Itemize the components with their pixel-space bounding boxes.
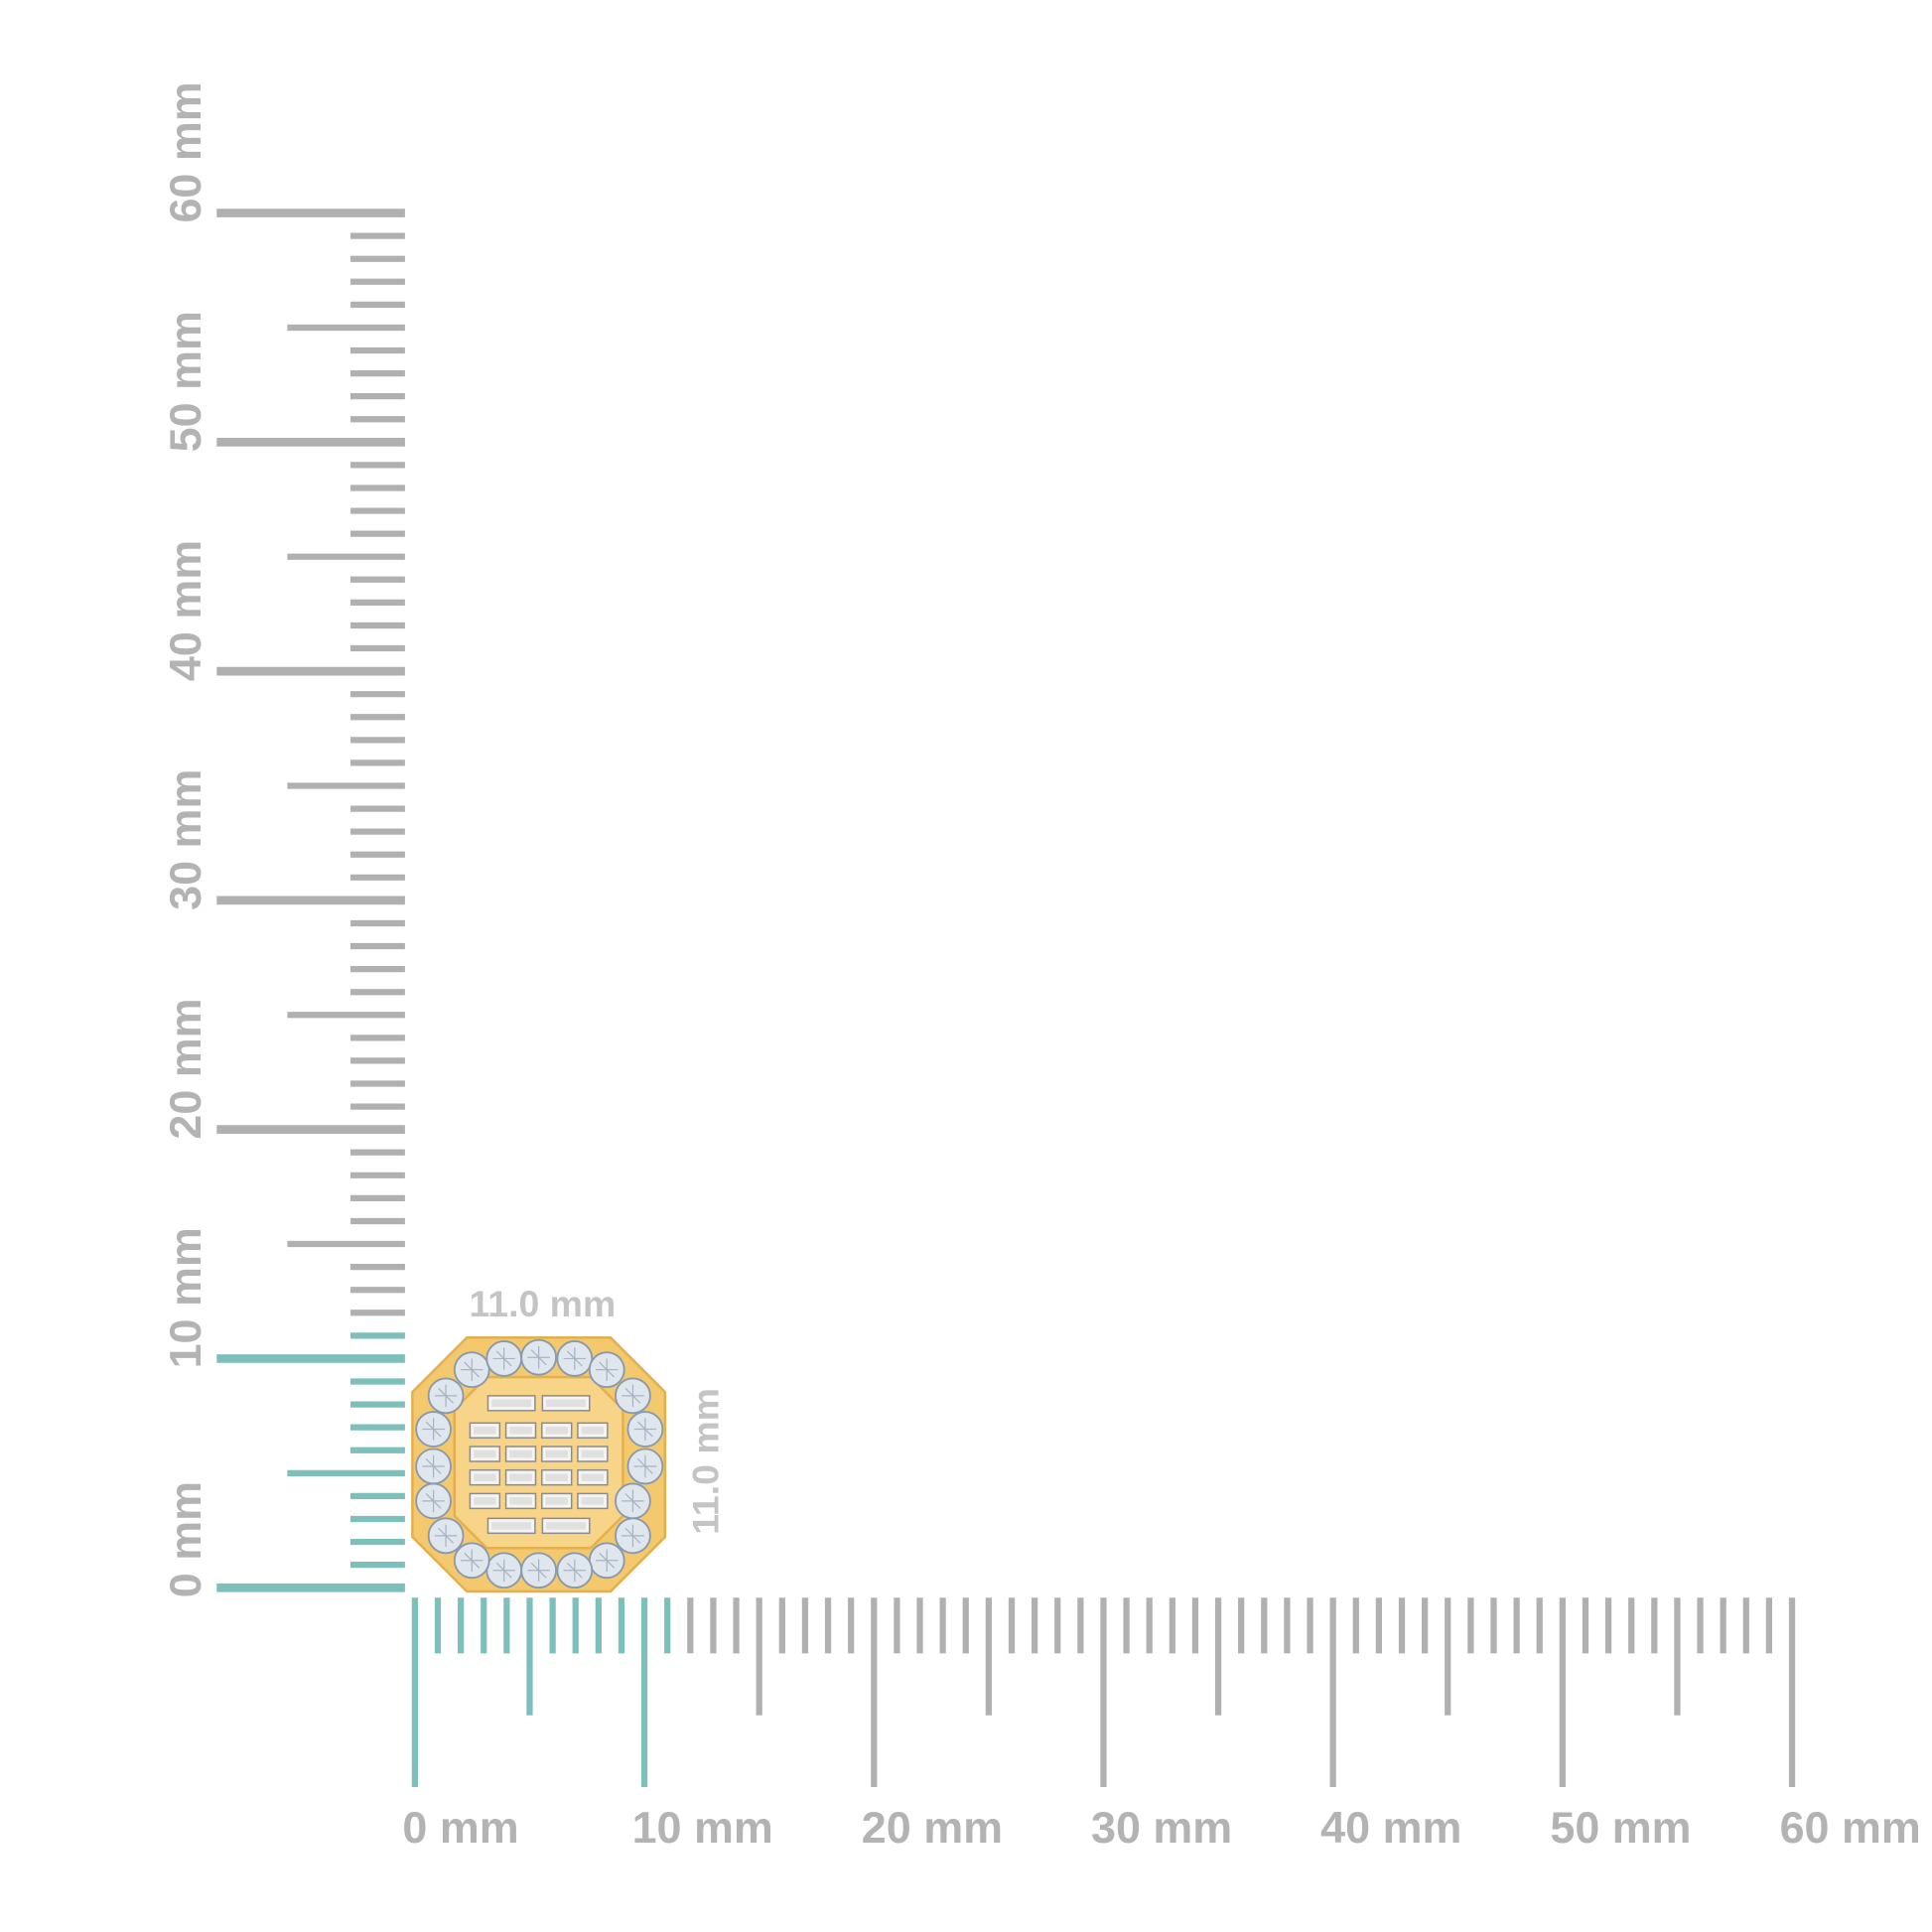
baguette-facet-icon <box>545 1497 568 1505</box>
diamond-facet-icon <box>492 1559 515 1582</box>
vertical-ruler-labels: 0 mm 10 mm 20 mm 30 mm 40 mm 50 mm 60 mm <box>160 81 210 1597</box>
horizontal-ruler <box>411 1597 1796 1788</box>
diamond-facet-icon <box>422 1418 445 1441</box>
diamond-facet-icon <box>461 1358 483 1381</box>
baguette-facet-icon <box>491 1522 532 1530</box>
baguette-facet-icon <box>509 1427 532 1435</box>
vertical-label-30: 30 mm <box>160 769 210 910</box>
vertical-label-0: 0 mm <box>160 1481 210 1597</box>
diamond-facet-icon <box>621 1384 644 1408</box>
baguette-facet-icon <box>545 1473 568 1481</box>
vertical-ruler <box>216 208 405 1592</box>
baguette-facet-icon <box>491 1399 532 1408</box>
baguette-facet-icon <box>509 1497 532 1505</box>
baguette-facet-icon <box>474 1473 496 1481</box>
horizontal-label-20: 20 mm <box>862 1802 1003 1853</box>
width-dimension-label: 11.0 mm <box>470 1283 617 1324</box>
earring-inner-panel <box>453 1375 624 1550</box>
diamond-facet-icon <box>492 1347 515 1370</box>
diamond-facet-icon <box>596 1358 619 1381</box>
height-dimension-label: 11.0 mm <box>685 1388 727 1535</box>
vertical-label-50: 50 mm <box>160 311 210 452</box>
horizontal-label-10: 10 mm <box>632 1802 773 1853</box>
horizontal-label-30: 30 mm <box>1091 1802 1232 1853</box>
diamond-facet-icon <box>596 1549 619 1572</box>
baguette-facet-icon <box>546 1399 587 1408</box>
diamond-facet-icon <box>633 1454 657 1478</box>
diamond-facet-icon <box>422 1489 445 1513</box>
baguette-facet-icon <box>581 1497 605 1505</box>
horizontal-label-0: 0 mm <box>402 1802 518 1853</box>
baguette-facet-icon <box>581 1427 605 1435</box>
diamond-facet-icon <box>621 1489 644 1513</box>
diamond-facet-icon <box>461 1549 483 1572</box>
earring-image <box>411 1335 667 1593</box>
baguette-facet-icon <box>474 1449 496 1458</box>
horizontal-label-60: 60 mm <box>1780 1802 1921 1853</box>
vertical-label-10: 10 mm <box>160 1227 210 1368</box>
diamond-facet-icon <box>527 1345 550 1369</box>
baguette-facet-icon <box>474 1427 496 1435</box>
baguette-facet-icon <box>545 1427 568 1435</box>
diamond-facet-icon <box>621 1524 644 1548</box>
baguette-facet-icon <box>545 1449 568 1458</box>
diamond-facet-icon <box>422 1454 445 1478</box>
baguette-facet-icon <box>474 1497 496 1505</box>
diamond-facet-icon <box>563 1347 587 1370</box>
diamond-facet-icon <box>563 1559 587 1582</box>
vertical-label-40: 40 mm <box>160 540 210 681</box>
baguette-facet-icon <box>546 1522 587 1530</box>
diamond-facet-icon <box>434 1524 458 1548</box>
horizontal-ruler-labels: 0 mm 10 mm 20 mm 30 mm 40 mm 50 mm 60 mm <box>402 1802 1920 1853</box>
diamond-facet-icon <box>633 1418 657 1441</box>
baguette-facet-icon <box>509 1449 532 1458</box>
horizontal-label-50: 50 mm <box>1550 1802 1691 1853</box>
baguette-facet-icon <box>509 1473 532 1481</box>
baguette-facet-icon <box>581 1473 605 1481</box>
horizontal-label-40: 40 mm <box>1320 1802 1461 1853</box>
diamond-facet-icon <box>434 1384 458 1408</box>
diamond-facet-icon <box>527 1559 550 1582</box>
vertical-label-20: 20 mm <box>160 998 210 1139</box>
baguette-facet-icon <box>581 1449 605 1458</box>
vertical-label-60: 60 mm <box>160 81 210 222</box>
